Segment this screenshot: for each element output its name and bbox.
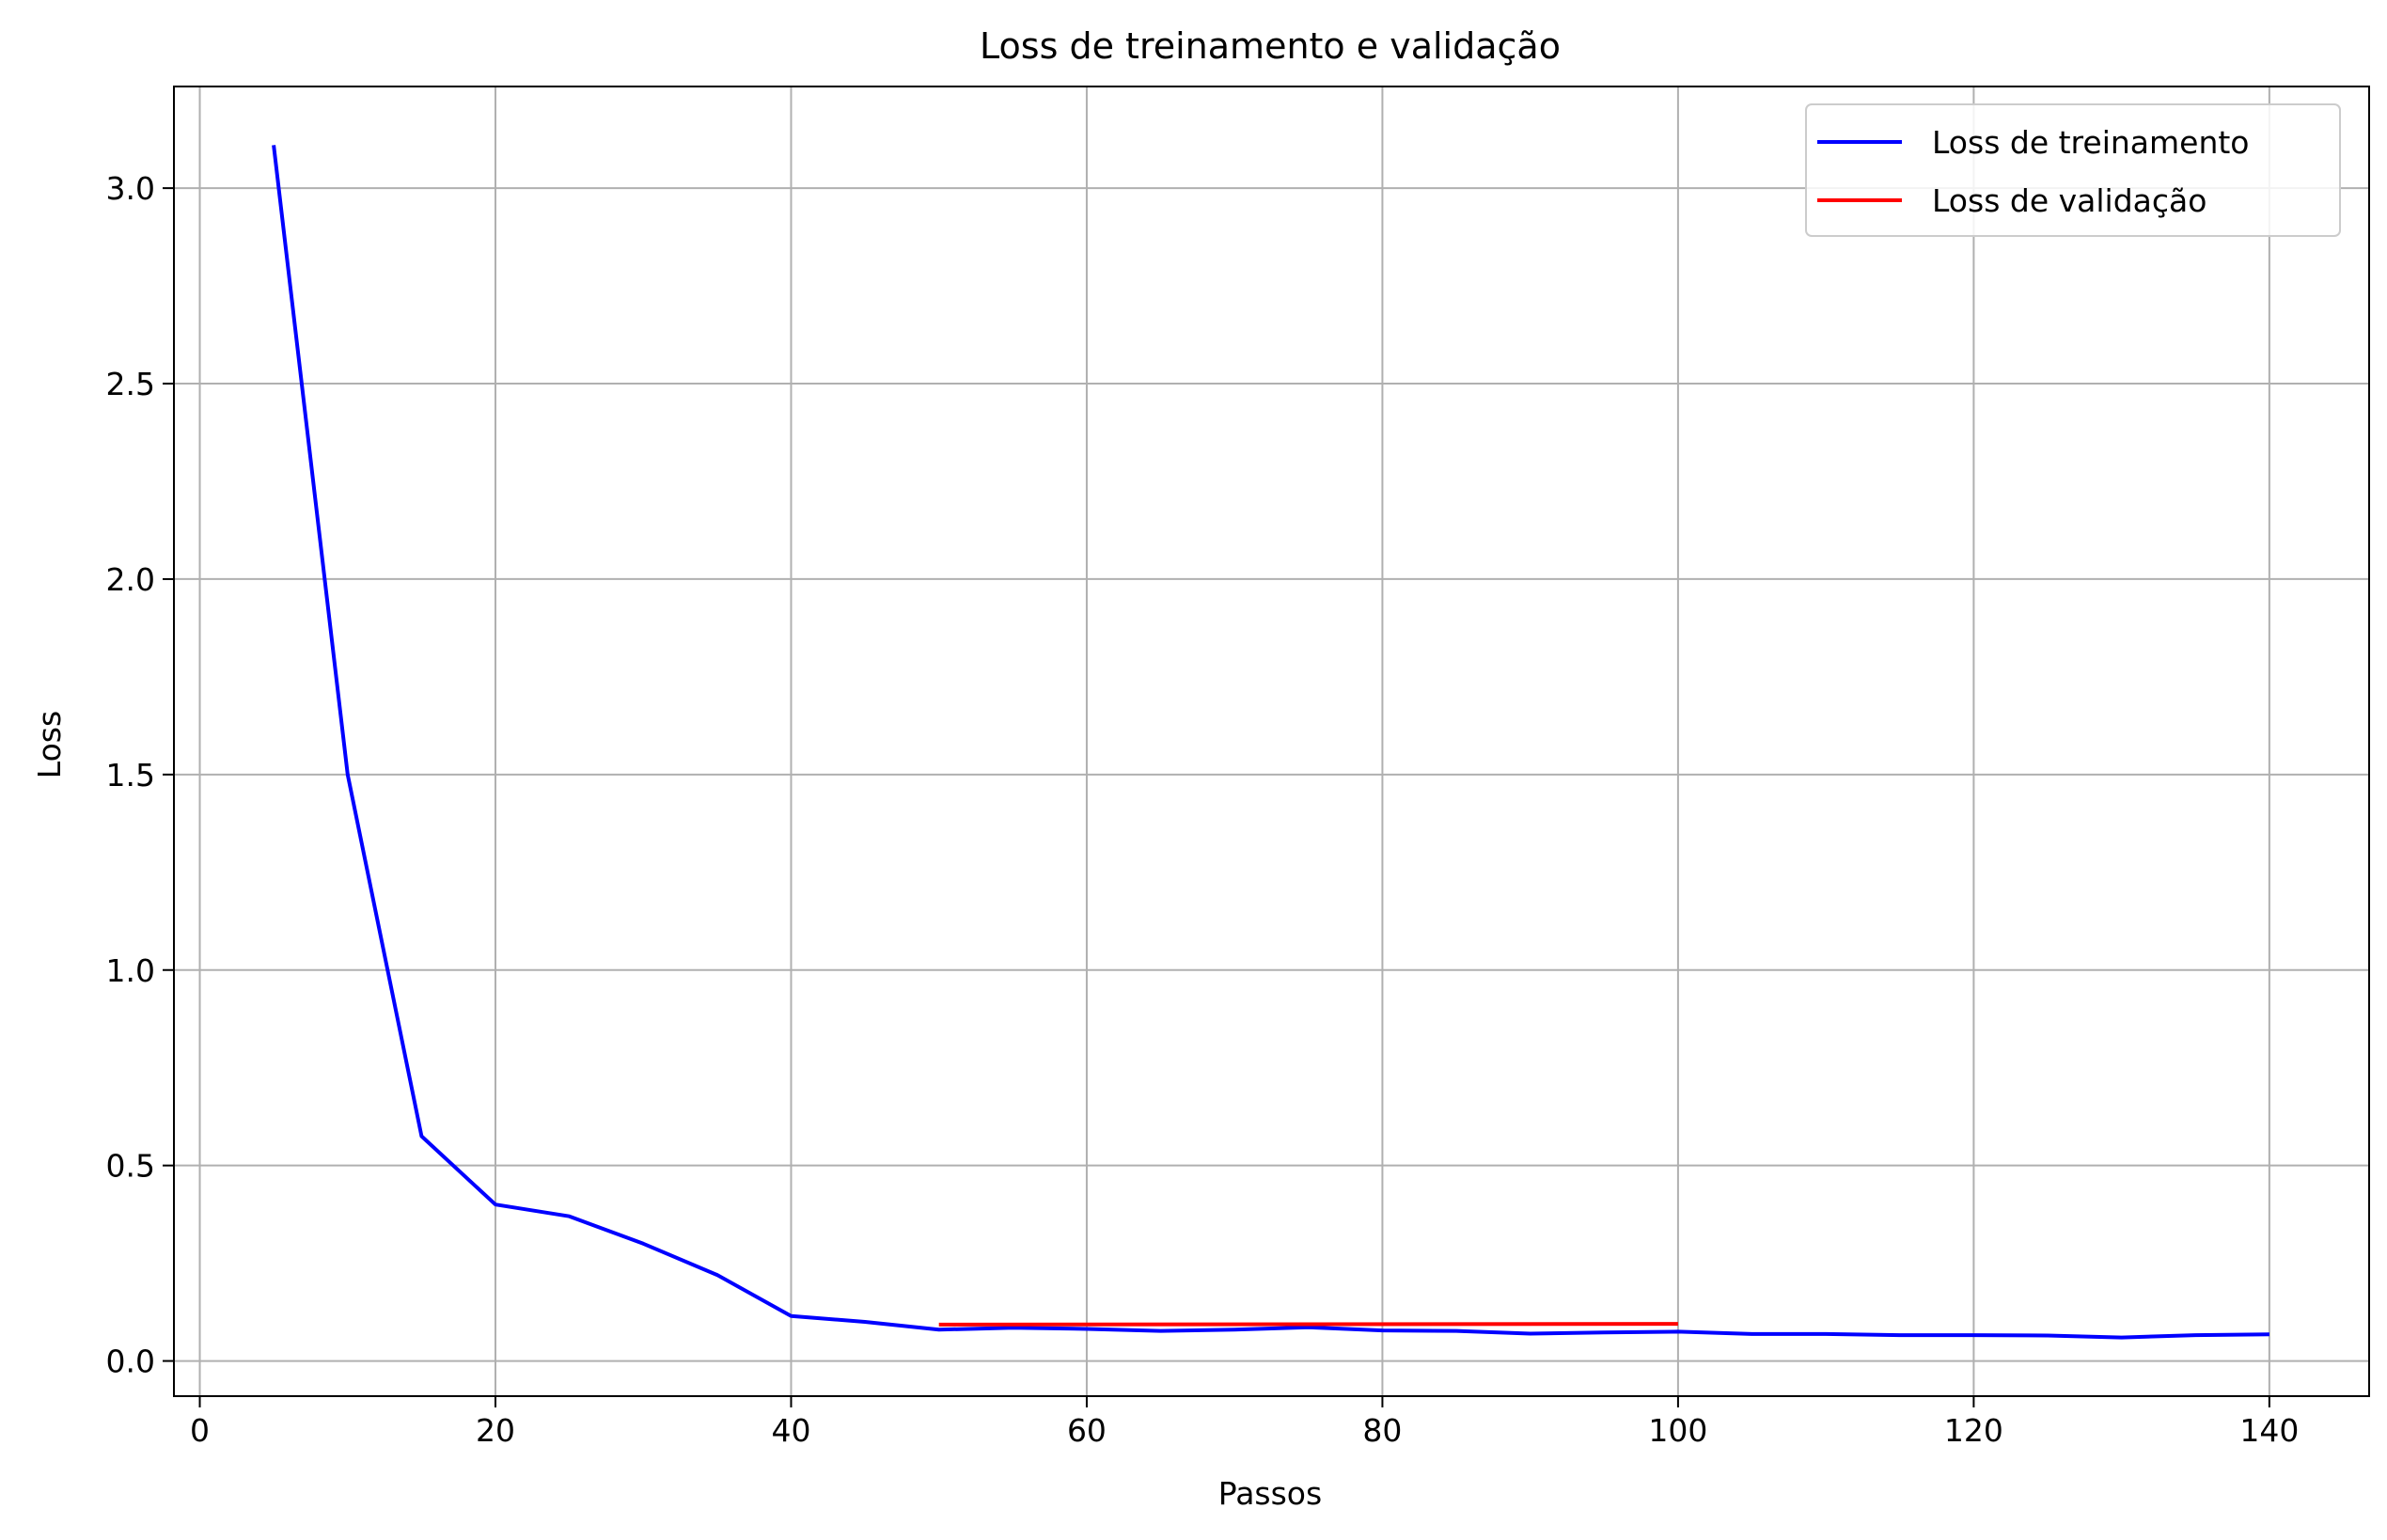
y-tick-label: 0.0 [106,1344,155,1380]
x-tick-label: 140 [2239,1412,2299,1449]
y-tick-label: 3.0 [106,170,155,207]
y-tick-label: 1.5 [106,757,155,794]
series-line-training [272,145,2269,1340]
chart-title: Loss de treinamento e validação [980,25,1561,67]
x-tick-label: 40 [771,1412,810,1449]
axis-ticks: 0 20 40 60 80 100 120 140 0.0 0.5 1.0 1.5 2.0 2.5 3.0 [106,170,2300,1449]
x-tick-label: 100 [1648,1412,1707,1449]
legend: Loss de treinamento Loss de validação [1805,103,2341,237]
legend-label-training: Loss de treinamento [1932,124,2250,161]
x-tick-label: 0 [190,1412,210,1449]
y-axis-label: Loss [31,711,68,778]
legend-label-validation: Loss de validação [1932,182,2206,219]
x-axis-label: Passos [1218,1475,1322,1512]
y-tick-label: 2.0 [106,561,155,598]
plot-series [272,145,2269,1340]
plot-area-frame [173,86,2370,1397]
x-tick-label: 60 [1067,1412,1107,1449]
series-line-validation [938,1322,1678,1327]
x-tick-label: 20 [476,1412,515,1449]
y-tick-label: 2.5 [106,366,155,402]
x-tick-label: 120 [1944,1412,2003,1449]
legend-box [1805,103,2341,237]
x-tick-label: 80 [1362,1412,1402,1449]
y-tick-label: 1.0 [106,952,155,989]
grid [174,86,2369,1396]
y-tick-label: 0.5 [106,1148,155,1185]
